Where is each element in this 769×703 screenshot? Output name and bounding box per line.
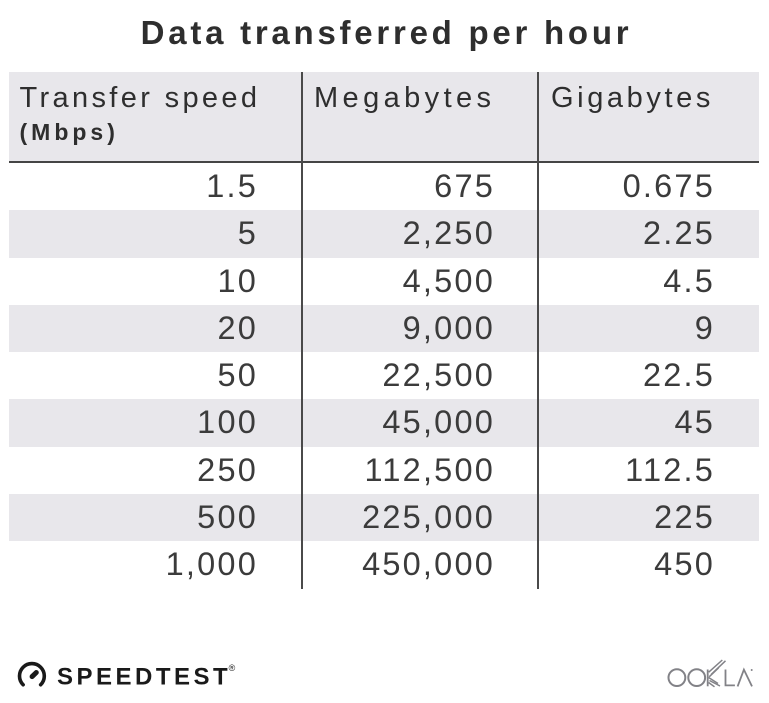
svg-text:®: ® [229, 663, 236, 673]
svg-text:SPEEDTEST: SPEEDTEST [57, 663, 231, 690]
